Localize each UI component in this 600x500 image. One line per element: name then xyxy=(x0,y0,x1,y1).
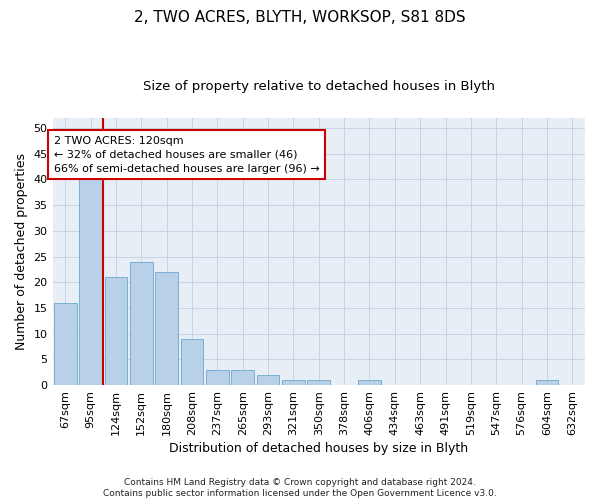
Bar xyxy=(358,380,381,385)
Y-axis label: Number of detached properties: Number of detached properties xyxy=(15,153,28,350)
Bar xyxy=(54,303,77,385)
Bar xyxy=(536,380,559,385)
Title: Size of property relative to detached houses in Blyth: Size of property relative to detached ho… xyxy=(143,80,495,93)
Bar xyxy=(231,370,254,385)
Bar xyxy=(104,277,127,385)
Bar xyxy=(181,339,203,385)
Bar xyxy=(307,380,330,385)
Text: Contains HM Land Registry data © Crown copyright and database right 2024.
Contai: Contains HM Land Registry data © Crown c… xyxy=(103,478,497,498)
Bar xyxy=(155,272,178,385)
Bar xyxy=(206,370,229,385)
Bar xyxy=(282,380,305,385)
Bar xyxy=(130,262,152,385)
Bar xyxy=(257,375,280,385)
X-axis label: Distribution of detached houses by size in Blyth: Distribution of detached houses by size … xyxy=(169,442,469,455)
Text: 2 TWO ACRES: 120sqm
← 32% of detached houses are smaller (46)
66% of semi-detach: 2 TWO ACRES: 120sqm ← 32% of detached ho… xyxy=(54,136,320,174)
Bar xyxy=(79,169,102,385)
Text: 2, TWO ACRES, BLYTH, WORKSOP, S81 8DS: 2, TWO ACRES, BLYTH, WORKSOP, S81 8DS xyxy=(134,10,466,25)
